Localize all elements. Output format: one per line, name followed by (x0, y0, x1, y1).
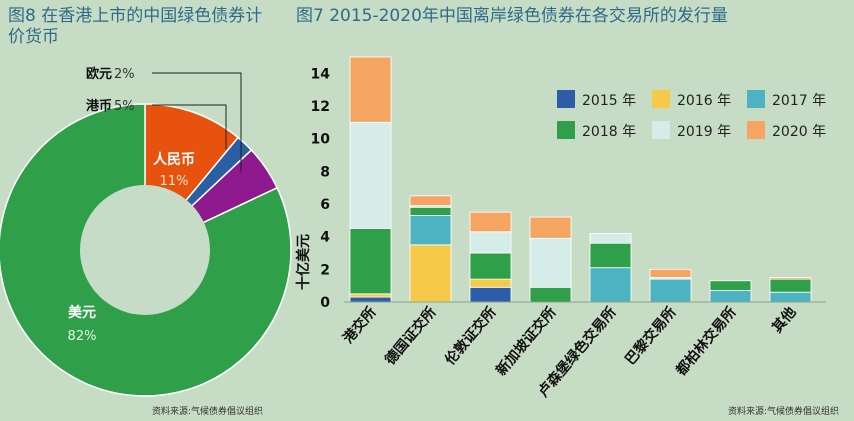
bar-2-series-5 (469, 211, 512, 233)
callout-line-eur (152, 72, 242, 173)
legend-swatch-2 (747, 90, 765, 108)
pie-source-note: 资料来源:气候债券倡议组织 (152, 407, 264, 417)
bar-7-series-3 (769, 278, 812, 293)
pie-label-hkd-pct: 5% (114, 99, 135, 114)
legend-label-0: 2015 年 (582, 93, 636, 109)
y-tick-label-4: 8 (320, 164, 330, 180)
y-tick-label-1: 2 (320, 262, 330, 278)
legend-label-5: 2020 年 (772, 124, 826, 140)
bar-0-series-5 (349, 56, 392, 123)
y-tick-label-3: 6 (320, 197, 330, 213)
category-label-3: 新加坡证交所 (493, 304, 560, 379)
bar-3-series-3 (529, 286, 572, 303)
y-tick-label-5: 10 (311, 132, 331, 148)
donut-hole (80, 185, 210, 315)
bar-5-series-2 (649, 278, 692, 303)
legend-label-3: 2018 年 (582, 124, 636, 140)
category-label-2: 伦敦证交所 (442, 304, 500, 369)
legend-swatch-1 (652, 90, 670, 108)
pie-label-rmb-name: 人民币 (153, 151, 195, 168)
legend-swatch-3 (557, 121, 575, 139)
y-tick-label-0: 0 (320, 295, 330, 311)
bar-6-series-3 (709, 280, 752, 291)
pie-label-usd-name: 美元 (68, 304, 96, 321)
bar-6-series-2 (709, 290, 752, 303)
pie-label-eur-name: 欧元 (86, 66, 112, 82)
bar-2-series-3 (469, 252, 512, 280)
category-label-1: 德国证交所 (382, 304, 440, 369)
bar-2-series-1 (469, 278, 512, 288)
category-label-0: 港交所 (340, 304, 380, 347)
bar-1-series-1 (409, 244, 452, 303)
y-axis-label: 十亿美元 (295, 234, 312, 290)
y-tick-label-2: 4 (320, 230, 330, 246)
callout-line-hkd (152, 104, 227, 150)
legend-swatch-4 (652, 121, 670, 139)
bar-1-series-3 (409, 206, 452, 216)
y-tick-label-7: 14 (311, 66, 331, 82)
bar-2-series-4 (469, 231, 512, 254)
bar-source-note: 资料来源:气候债券倡议组织 (728, 407, 840, 417)
bar-chart-title: 图7 2015-2020年中国离岸绿色债券在各交易所的发行量 (296, 6, 728, 26)
bar-0-series-1 (349, 293, 392, 298)
bar-4-series-4 (589, 232, 632, 244)
bar-3-series-4 (529, 237, 572, 288)
legend-label-2: 2017 年 (772, 93, 826, 109)
category-label-5: 巴黎交易所 (622, 304, 680, 369)
category-label-7: 其他 (769, 304, 800, 336)
pie-label-usd-pct: 82% (68, 329, 97, 344)
y-tick-label-6: 12 (311, 99, 330, 115)
bar-7-series-2 (769, 291, 812, 303)
currency-donut-chart: 人民币 11% 美元 82% 欧元 2% 港币 5% (0, 66, 292, 397)
bar-2-series-0 (469, 286, 512, 303)
category-label-6: 都柏林交易所 (672, 304, 740, 380)
bar-1-series-5 (409, 195, 452, 207)
legend-swatch-5 (747, 121, 765, 139)
bar-0-series-3 (349, 228, 392, 295)
bar-0-series-0 (349, 296, 392, 303)
bar-1-series-2 (409, 215, 452, 246)
legend-label-1: 2016 年 (677, 93, 731, 109)
legend-swatch-0 (557, 90, 575, 108)
bar-4-series-2 (589, 267, 632, 303)
pie-label-eur-pct: 2% (114, 67, 135, 82)
bar-7-series-5 (769, 277, 812, 280)
pie-label-rmb-pct: 11% (160, 174, 189, 189)
pie-label-hkd-name: 港币 (86, 98, 112, 114)
bar-4-series-3 (589, 242, 632, 269)
bar-0-series-4 (349, 121, 392, 229)
bar-3-series-5 (529, 216, 572, 239)
bar-5-series-5 (649, 268, 692, 278)
legend-label-4: 2019 年 (677, 124, 731, 140)
pie-chart-title: 图8 在香港上市的中国绿色债券计价货币 (8, 6, 263, 47)
